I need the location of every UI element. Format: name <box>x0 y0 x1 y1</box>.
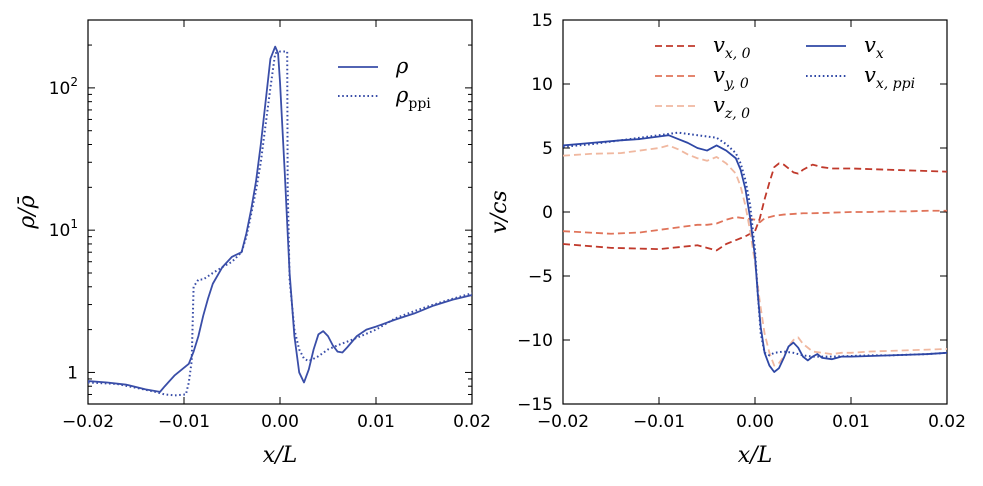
density-legend: ρ ρppi <box>338 54 431 112</box>
y-tick-label: −15 <box>517 395 553 415</box>
x-tick-label: 0.01 <box>832 412 870 432</box>
y-tick-label: 15 <box>531 11 553 31</box>
series-v-x-ppi <box>563 131 947 358</box>
legend-label: ρppi <box>395 83 431 112</box>
velocity-xlabel: x/L <box>738 443 772 468</box>
velocity-panel: −0.02 −0.01 0.00 0.01 0.02 −15 −10 −5 0 5 10 15 vx,… <box>487 11 966 468</box>
legend-label: vz, 0 <box>713 93 750 122</box>
velocity-series <box>563 131 947 373</box>
x-tick-label: 0.01 <box>357 412 395 432</box>
y-tick-label: 10 <box>531 75 553 95</box>
x-tick-label: −0.01 <box>158 412 210 432</box>
x-tick-label: 0.02 <box>928 412 966 432</box>
series-v-x-0 <box>563 162 947 252</box>
x-tick-label: −0.02 <box>537 412 589 432</box>
legend-label: vx <box>864 33 884 62</box>
density-ylabel: ρ/ρ̄ <box>15 195 40 229</box>
density-xlabel: x/L <box>263 443 297 468</box>
velocity-ylabel: v/cs <box>487 190 512 233</box>
legend-label: vy, 0 <box>713 63 749 92</box>
series-- <box>88 45 472 393</box>
x-tick-label: 0.00 <box>261 412 299 432</box>
y-tick-exponent: 1 <box>70 217 78 231</box>
series-v-z-0 <box>563 144 947 367</box>
y-tick-label: 1 <box>67 363 78 383</box>
series--ppi <box>88 50 472 397</box>
density-series <box>88 45 472 397</box>
series-v-y-0 <box>563 209 947 235</box>
y-tick-label: 0 <box>542 203 553 223</box>
legend-label: ρ <box>395 54 409 78</box>
velocity-ticks: −0.02 −0.01 0.00 0.01 0.02 −15 −10 −5 0 5 10 15 <box>517 11 966 432</box>
x-tick-label: 0.00 <box>736 412 774 432</box>
x-tick-label: −0.02 <box>62 412 114 432</box>
series-v-x <box>563 134 947 373</box>
y-tick-label: −10 <box>517 331 553 351</box>
legend-label: vx, 0 <box>713 33 751 62</box>
x-tick-label: −0.01 <box>633 412 685 432</box>
y-tick-label: 102 <box>49 75 78 99</box>
y-tick-label: 101 <box>49 217 78 241</box>
legend-label: vx, ppi <box>864 63 915 92</box>
y-tick-label: 5 <box>542 139 553 159</box>
x-tick-label: 0.02 <box>453 412 491 432</box>
y-tick-exponent: 2 <box>70 75 78 89</box>
y-tick-label: −5 <box>528 267 553 287</box>
